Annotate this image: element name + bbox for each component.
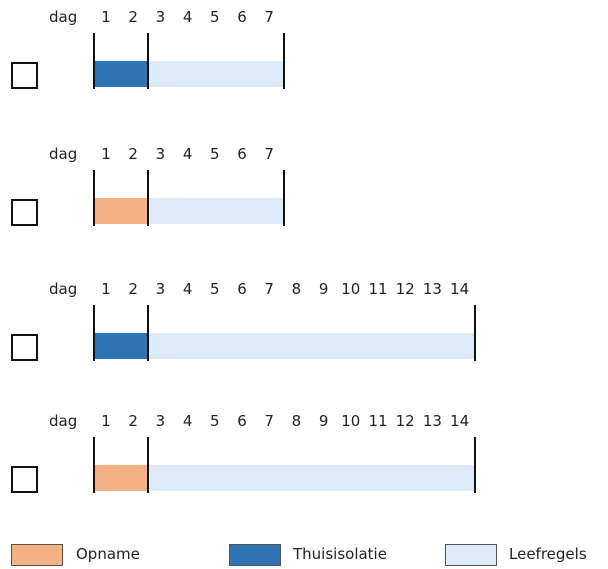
answer-checkbox[interactable] bbox=[11, 466, 38, 493]
day-number: 2 bbox=[128, 8, 138, 26]
legend-label-opname: Opname bbox=[76, 545, 140, 563]
day-number: 4 bbox=[182, 145, 193, 163]
timeline-option-3: dag 1 2 3 4 5 6 7 8 9 10 11 12 13 14 bbox=[0, 280, 608, 410]
end-marker-line bbox=[473, 437, 476, 493]
day-number: 7 bbox=[264, 412, 274, 430]
day-number: 3 bbox=[155, 145, 166, 163]
day-number: 1 bbox=[101, 8, 111, 26]
period-bar-leefregels bbox=[148, 198, 285, 224]
start-marker-line bbox=[93, 437, 95, 493]
end-marker-line bbox=[283, 170, 286, 226]
dag-label: dag bbox=[49, 412, 78, 430]
day-number: 1 bbox=[101, 412, 111, 430]
day-number: 2 bbox=[128, 145, 138, 163]
day-number: 5 bbox=[210, 145, 220, 163]
dag-label: dag bbox=[49, 280, 78, 298]
day-number: 7 bbox=[264, 8, 274, 26]
dag-label: dag bbox=[49, 145, 78, 163]
day-number: 12 bbox=[395, 412, 415, 430]
answer-checkbox[interactable] bbox=[11, 199, 38, 226]
day-number: 11 bbox=[368, 412, 388, 430]
dag-label: dag bbox=[49, 8, 78, 26]
day-number: 6 bbox=[237, 280, 247, 298]
legend: Opname Thuisisolatie Leefregels bbox=[0, 541, 608, 569]
timeline-option-2: dag 1 2 3 4 5 6 7 bbox=[0, 145, 608, 275]
day-number: 6 bbox=[237, 145, 247, 163]
day-number: 1 bbox=[101, 280, 111, 298]
transition-marker-line bbox=[147, 170, 150, 226]
day-number: 10 bbox=[341, 280, 361, 298]
day-number: 5 bbox=[210, 8, 220, 26]
day-number: 8 bbox=[291, 412, 302, 430]
legend-swatch-thuisisolatie bbox=[229, 544, 281, 566]
legend-swatch-opname bbox=[11, 544, 63, 566]
period-bar-thuisisolatie bbox=[94, 333, 149, 359]
legend-swatch-leefregels bbox=[445, 544, 497, 566]
transition-marker-line bbox=[147, 33, 150, 89]
start-marker-line bbox=[93, 33, 95, 89]
day-number: 9 bbox=[318, 412, 329, 430]
day-number: 9 bbox=[318, 280, 329, 298]
start-marker-line bbox=[93, 305, 95, 361]
legend-label-leefregels: Leefregels bbox=[509, 545, 587, 563]
day-number: 13 bbox=[422, 280, 442, 298]
start-marker-line bbox=[93, 170, 95, 226]
day-number: 14 bbox=[450, 280, 470, 298]
period-bar-opname bbox=[94, 465, 149, 491]
end-marker-line bbox=[473, 305, 476, 361]
day-number: 8 bbox=[291, 280, 302, 298]
end-marker-line bbox=[283, 33, 286, 89]
answer-checkbox[interactable] bbox=[11, 62, 38, 89]
period-bar-opname bbox=[94, 198, 149, 224]
period-bar-thuisisolatie bbox=[94, 61, 149, 87]
day-number: 5 bbox=[210, 412, 220, 430]
day-number: 14 bbox=[450, 412, 470, 430]
period-bar-leefregels bbox=[148, 61, 285, 87]
day-number: 5 bbox=[210, 280, 220, 298]
day-number: 4 bbox=[182, 412, 193, 430]
day-number: 2 bbox=[128, 412, 138, 430]
day-number: 4 bbox=[182, 280, 193, 298]
day-number: 13 bbox=[422, 412, 442, 430]
day-number: 6 bbox=[237, 412, 247, 430]
day-number: 1 bbox=[101, 145, 111, 163]
answer-checkbox[interactable] bbox=[11, 334, 38, 361]
day-number: 10 bbox=[341, 412, 361, 430]
transition-marker-line bbox=[147, 437, 150, 493]
day-number: 2 bbox=[128, 280, 138, 298]
day-number: 12 bbox=[395, 280, 415, 298]
day-number: 3 bbox=[155, 280, 166, 298]
timeline-option-1: dag 1 2 3 4 5 6 7 bbox=[0, 8, 608, 138]
day-number: 7 bbox=[264, 280, 274, 298]
period-bar-leefregels bbox=[148, 465, 475, 491]
day-number: 6 bbox=[237, 8, 247, 26]
day-number: 3 bbox=[155, 412, 166, 430]
day-number: 4 bbox=[182, 8, 193, 26]
timeline-option-4: dag 1 2 3 4 5 6 7 8 9 10 11 12 13 14 bbox=[0, 412, 608, 542]
transition-marker-line bbox=[147, 305, 150, 361]
day-number: 7 bbox=[264, 145, 274, 163]
day-number: 3 bbox=[155, 8, 166, 26]
legend-label-thuisisolatie: Thuisisolatie bbox=[293, 545, 387, 563]
day-number: 11 bbox=[368, 280, 388, 298]
period-bar-leefregels bbox=[148, 333, 475, 359]
